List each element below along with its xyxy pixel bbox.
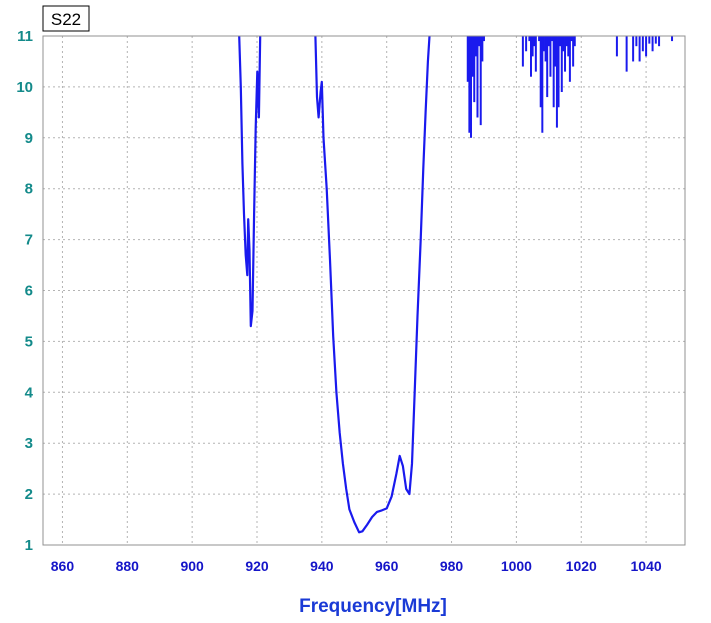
- x-tick-label: 900: [180, 558, 204, 574]
- x-tick-label: 980: [440, 558, 464, 574]
- y-tick-label: 5: [25, 333, 33, 350]
- x-tick-label: 920: [245, 558, 269, 574]
- x-tick-label: 1040: [631, 558, 662, 574]
- x-axis-label: Frequency[MHz]: [299, 596, 447, 617]
- y-tick-label: 11: [17, 28, 33, 45]
- x-tick-label: 880: [116, 558, 140, 574]
- plot-frame: [42, 35, 686, 546]
- y-tick-label: 1: [25, 537, 33, 554]
- x-tick-label: 960: [375, 558, 399, 574]
- series-line: [314, 36, 431, 534]
- y-tick-label: 4: [25, 384, 34, 401]
- series-name: S22: [51, 10, 81, 29]
- series-line: [238, 36, 262, 328]
- x-tick-label: 1000: [501, 558, 532, 574]
- y-tick-label: 7: [25, 232, 33, 249]
- y-tick-label: 9: [25, 130, 33, 147]
- trace-label-box: S22: [42, 5, 90, 32]
- x-tick-label: 940: [310, 558, 334, 574]
- y-tick-label: 10: [16, 79, 33, 96]
- x-tick-labels: 860 880 900 920 940 960 980 1000 1020 1040: [51, 558, 662, 574]
- y-tick-label: 6: [25, 283, 33, 300]
- y-tick-label: 2: [25, 486, 33, 503]
- y-tick-label: 8: [25, 181, 33, 198]
- y-tick-label: 3: [25, 435, 33, 452]
- plot-area: [238, 36, 674, 534]
- y-tick-labels: 1 2 3 4 5 6 7 8 9 10 11: [16, 28, 33, 554]
- x-tick-label: 1020: [566, 558, 597, 574]
- x-tick-label: 860: [51, 558, 75, 574]
